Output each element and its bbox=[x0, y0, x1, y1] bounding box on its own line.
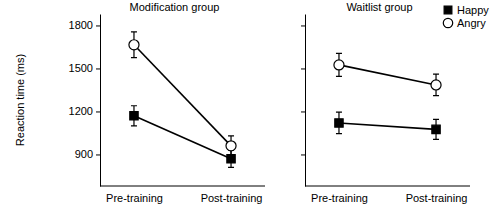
x-tick-label: Pre-training bbox=[311, 192, 368, 204]
y-tick-mark bbox=[96, 68, 100, 69]
y-tick bbox=[301, 68, 305, 69]
series-line bbox=[134, 116, 231, 159]
y-axis: 900 1200 1500 1800 bbox=[69, 15, 101, 187]
plot-area bbox=[334, 53, 441, 139]
x-tick-label: Post-training bbox=[406, 192, 468, 204]
series-line bbox=[339, 123, 436, 129]
legend-symbol bbox=[443, 18, 452, 27]
legend-symbol bbox=[444, 6, 452, 14]
series-line bbox=[134, 45, 231, 146]
y-tick: 1500 bbox=[69, 62, 100, 74]
chart: 900 1200 1500 1800 Pre-training Post-training… bbox=[0, 0, 500, 214]
x-tick: Pre-training bbox=[311, 186, 368, 204]
y-tick: 1200 bbox=[69, 105, 100, 117]
marker bbox=[335, 119, 343, 127]
marker bbox=[432, 125, 440, 133]
panel: Pre-training Post-training Waitlist group H… bbox=[301, 1, 489, 204]
x-axis-line bbox=[100, 186, 265, 187]
y-tick-label: 1500 bbox=[69, 62, 93, 74]
y-tick-mark bbox=[96, 154, 100, 155]
x-axis: Pre-training Post-training bbox=[100, 186, 265, 204]
marker bbox=[130, 112, 138, 120]
panel: 900 1200 1500 1800 Pre-training Post-training… bbox=[14, 1, 265, 204]
y-axis-title: Reaction time (ms) bbox=[14, 54, 26, 146]
y-tick-mark bbox=[96, 111, 100, 112]
x-tick-label: Pre-training bbox=[106, 192, 163, 204]
marker bbox=[334, 60, 344, 70]
legend-label: Happy bbox=[457, 4, 489, 16]
legend-label: Angry bbox=[457, 17, 486, 29]
plot-area bbox=[129, 32, 236, 167]
y-tick-mark bbox=[301, 25, 305, 26]
x-tick: Post-training bbox=[406, 186, 468, 204]
marker bbox=[431, 80, 441, 90]
y-tick: 1800 bbox=[69, 19, 100, 31]
marker bbox=[226, 141, 236, 151]
y-tick-mark bbox=[301, 68, 305, 69]
y-tick: 900 bbox=[75, 148, 100, 160]
marker bbox=[129, 40, 139, 50]
y-tick-label: 1800 bbox=[69, 19, 93, 31]
y-tick bbox=[301, 25, 305, 26]
x-axis-line bbox=[305, 186, 470, 187]
marker bbox=[227, 155, 235, 163]
y-tick bbox=[301, 154, 305, 155]
y-axis bbox=[301, 15, 306, 187]
x-axis: Pre-training Post-training bbox=[305, 186, 470, 204]
y-axis-line bbox=[100, 15, 101, 187]
panel-title: Waitlist group bbox=[346, 1, 412, 13]
y-axis-line bbox=[305, 15, 306, 187]
y-tick-mark bbox=[301, 154, 305, 155]
x-tick-label: Post-training bbox=[201, 192, 263, 204]
x-tick: Post-training bbox=[201, 186, 263, 204]
x-tick: Pre-training bbox=[106, 186, 163, 204]
y-tick-mark bbox=[96, 25, 100, 26]
y-tick-mark bbox=[301, 111, 305, 112]
legend: HappyAngry bbox=[443, 4, 489, 29]
series-line bbox=[339, 65, 436, 85]
y-tick-label: 900 bbox=[75, 148, 93, 160]
y-tick-label: 1200 bbox=[69, 105, 93, 117]
panel-title: Modification group bbox=[130, 1, 220, 13]
y-tick bbox=[301, 111, 305, 112]
